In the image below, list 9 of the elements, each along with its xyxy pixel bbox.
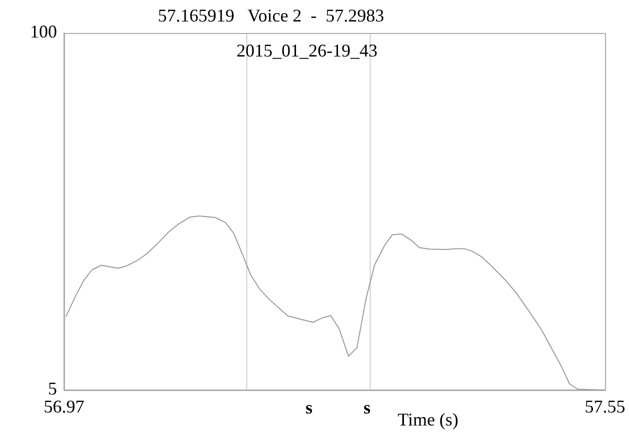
x-tick-label: 56.97 bbox=[44, 396, 84, 417]
text: 2015_01_26-19_43 bbox=[236, 40, 378, 61]
x-tick-label: 57.55 bbox=[584, 396, 626, 417]
y-tick-label: 5 bbox=[48, 378, 57, 399]
chart-title: 57.165919 Voice 2 - 57.2983 bbox=[158, 6, 384, 26]
y-tick-label: 100 bbox=[30, 22, 57, 42]
x-axis-title: Time (s) bbox=[398, 410, 458, 430]
text: s bbox=[363, 398, 371, 418]
text: s bbox=[305, 398, 313, 418]
